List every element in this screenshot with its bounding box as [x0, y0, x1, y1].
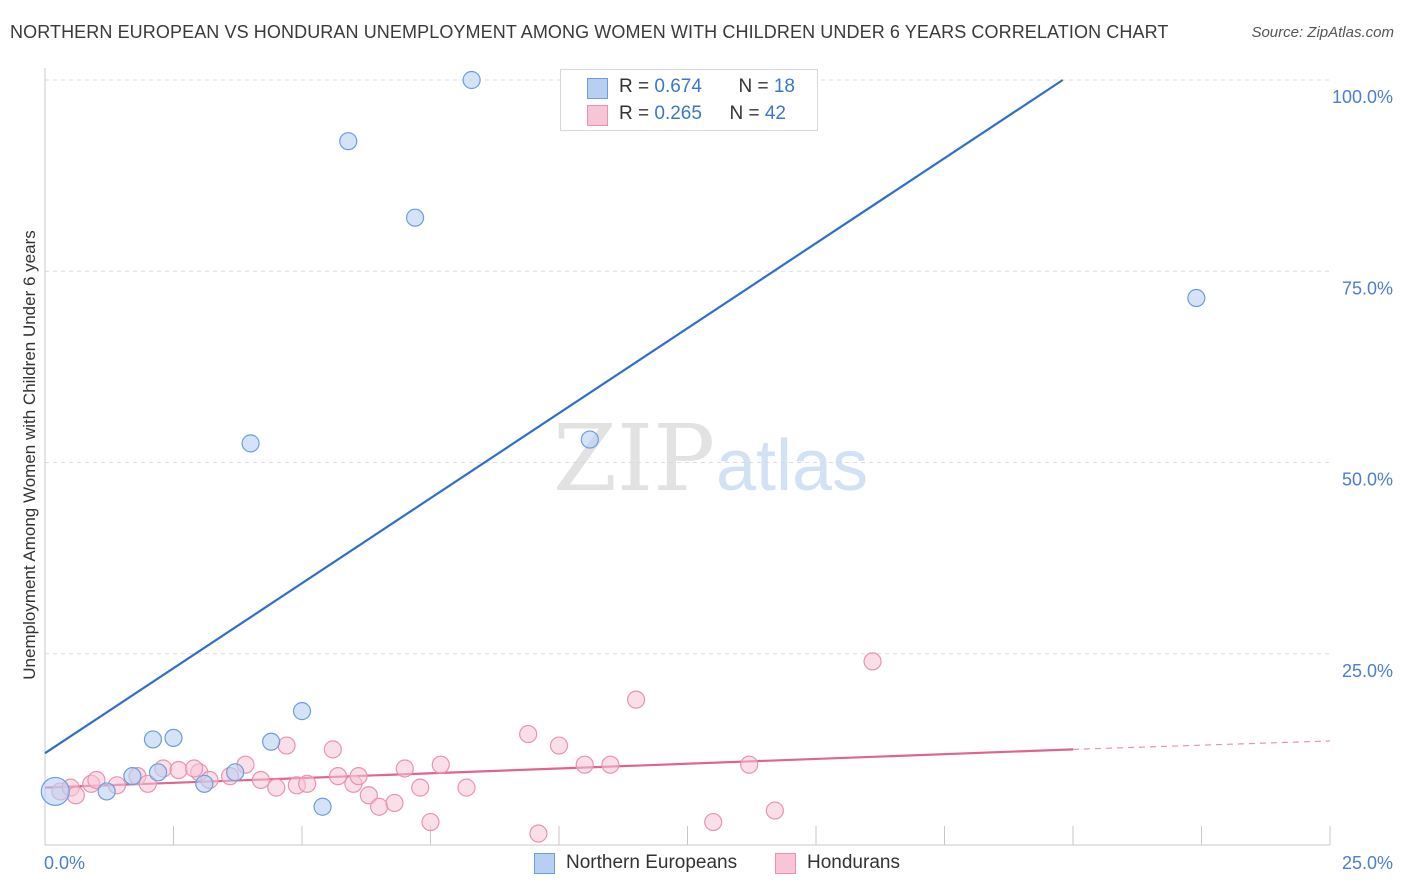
legend-r-label: R = [619, 76, 655, 97]
y-tick-label: 75.0% [1342, 278, 1393, 298]
point-northern-european [195, 774, 214, 793]
point-northern-european [241, 434, 260, 453]
point-northern-european [226, 763, 245, 782]
watermark-zip: ZIP [553, 405, 715, 512]
point-honduran [863, 652, 882, 671]
point-northern-european [313, 797, 332, 816]
point-honduran [395, 759, 414, 778]
point-honduran [549, 736, 569, 755]
point-honduran [385, 793, 404, 813]
trend-line-hondurans-extension [1072, 740, 1331, 750]
point-honduran [519, 724, 538, 744]
point-northern-european [462, 70, 481, 90]
point-northern-european [1187, 288, 1206, 308]
legend-n-value: 42 [764, 103, 786, 124]
point-honduran [277, 736, 296, 755]
legend-n-label: N = [729, 103, 765, 124]
point-northern-european [339, 132, 358, 151]
point-northern-european [580, 430, 599, 449]
point-honduran [169, 760, 188, 780]
point-honduran [138, 774, 157, 793]
y-tick-label: 100.0% [1332, 87, 1393, 107]
point-honduran [626, 690, 646, 709]
legend-r-value: 0.674 [654, 76, 702, 97]
point-honduran [457, 778, 476, 797]
y-axis-label: Unemployment Among Women with Children U… [20, 230, 39, 679]
point-honduran [529, 824, 548, 843]
point-honduran [267, 778, 286, 797]
bottom-legend-label: Hondurans [807, 852, 900, 873]
point-honduran [740, 755, 759, 774]
point-honduran [298, 774, 317, 793]
point-honduran [323, 740, 342, 759]
bottom-legend-swatch-pink [775, 853, 796, 874]
y-tick-label: 25.0% [1342, 661, 1393, 681]
point-northern-european [405, 208, 425, 227]
legend-n-label: N = [738, 76, 774, 97]
point-northern-european [292, 702, 312, 721]
point-northern-european [262, 732, 281, 751]
point-northern-european [164, 728, 183, 748]
point-honduran [87, 770, 106, 790]
chart-title: NORTHERN EUROPEAN VS HONDURAN UNEMPLOYME… [10, 22, 1169, 42]
point-honduran [251, 770, 270, 790]
point-northern-european [40, 776, 70, 807]
point-honduran [601, 755, 620, 774]
source-label: Source: ZipAtlas.com [1251, 24, 1394, 41]
legend-r-value: 0.265 [654, 103, 702, 124]
axes [44, 68, 1331, 846]
watermark: ZIP atlas [553, 405, 868, 512]
legend-swatch-blue [587, 78, 608, 99]
point-honduran [421, 812, 440, 832]
bottom-legend-swatch-blue [534, 853, 555, 874]
point-northern-european [148, 763, 168, 782]
point-northern-european [143, 730, 163, 749]
trend-line-northern-europeans [44, 79, 1064, 755]
legend-swatch-pink [587, 105, 608, 126]
point-honduran [765, 801, 784, 820]
stats-legend: R = 0.674 N = 18 R = 0.265 N = 42 [560, 69, 818, 131]
point-honduran [431, 755, 450, 774]
point-honduran [575, 755, 594, 774]
gridlines [45, 79, 1330, 655]
point-honduran [359, 786, 378, 805]
point-honduran [370, 797, 389, 816]
point-northern-european [123, 767, 142, 786]
x-tick-label: 25.0% [1342, 853, 1393, 873]
point-northern-european [97, 782, 116, 801]
legend-n-value: 18 [773, 76, 795, 97]
point-honduran [328, 767, 348, 786]
point-honduran [66, 786, 85, 805]
watermark-atlas: atlas [716, 426, 868, 506]
axis-labels: 25.0% 50.0% 75.0% 100.0% 0.0% 25.0% Unemployme… [20, 87, 1393, 873]
point-honduran [411, 778, 430, 797]
legend-r-label: R = [619, 103, 655, 124]
x-tick-label: 0.0% [44, 853, 85, 873]
data-points [40, 70, 1206, 843]
bottom-legend-label: Northern Europeans [566, 852, 738, 873]
point-honduran [349, 767, 368, 786]
point-honduran [184, 759, 204, 778]
y-tick-label: 50.0% [1342, 470, 1393, 490]
point-honduran [704, 812, 723, 832]
